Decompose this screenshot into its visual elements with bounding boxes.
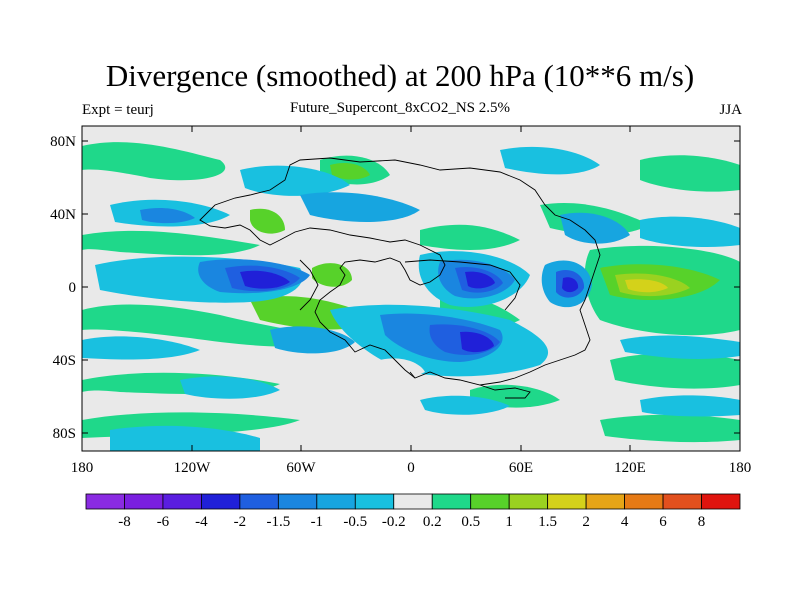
- colorbar-label: 2: [582, 514, 590, 530]
- colorbar-label: 1: [505, 514, 513, 530]
- experiment-label: Expt = teurj: [82, 102, 154, 118]
- colorbar-label: -1.5: [266, 514, 290, 530]
- colorbar-label: 8: [698, 514, 706, 530]
- y-axis: 80N 40N 0 40S 80S: [50, 134, 740, 442]
- y-tick-label: 80N: [50, 134, 76, 150]
- y-tick-label: 0: [69, 280, 77, 296]
- colorbar-swatch: [393, 493, 433, 510]
- colorbar-swatch: [585, 493, 625, 510]
- season-label: JJA: [719, 102, 742, 118]
- colorbar-label: 6: [659, 514, 667, 530]
- colorbar-swatch: [470, 493, 510, 510]
- map-title: Divergence (smoothed) at 200 hPa (10**6 …: [105, 58, 695, 93]
- y-tick-label: 80S: [53, 426, 76, 442]
- colorbar-label: 0.2: [423, 514, 442, 530]
- y-tick-label: 40S: [53, 353, 76, 369]
- colorbar-swatch: [277, 493, 318, 510]
- colorbar-label: -2: [234, 514, 247, 530]
- colorbar-swatch: [431, 493, 472, 510]
- colorbar-swatch: [124, 493, 164, 510]
- colorbar-swatch: [162, 493, 202, 510]
- colorbar-swatch: [85, 493, 125, 510]
- coastlines: [199, 157, 601, 399]
- colorbar-swatch: [624, 493, 664, 510]
- colorbar-label: 4: [621, 514, 629, 530]
- colorbar-swatch: [508, 493, 549, 510]
- colorbar-label: -4: [195, 514, 208, 530]
- colorbar-swatch: [547, 493, 587, 510]
- colorbar-label: -0.2: [382, 514, 406, 530]
- run-label: Future_Supercont_8xCO2_NS 2.5%: [290, 100, 510, 116]
- x-tick-label: 60W: [286, 460, 316, 476]
- x-tick-label: 120E: [614, 460, 646, 476]
- colorbar-label: -1: [311, 514, 324, 530]
- colorbar-label: -8: [118, 514, 131, 530]
- colorbar-swatch: [201, 493, 241, 510]
- x-tick-label: 180: [71, 460, 94, 476]
- colorbar-swatch: [662, 493, 702, 510]
- contour-fields: [82, 142, 740, 451]
- colorbar-label: 1.5: [538, 514, 557, 530]
- x-axis: 180 120W 60W 0 60E 120E 180: [71, 126, 752, 476]
- colorbar-swatch: [701, 493, 741, 510]
- colorbar-label: -0.5: [343, 514, 367, 530]
- x-tick-label: 0: [407, 460, 415, 476]
- colorbar-swatch: [354, 493, 395, 510]
- colorbar-swatch: [239, 493, 279, 510]
- x-tick-label: 120W: [174, 460, 212, 476]
- colorbar: -8 -6 -4 -2 -1.5 -1 -0.5 -0.2 0.2 0.5 1 1.5 2 4 6 8: [85, 493, 741, 530]
- colorbar-label: -6: [157, 514, 170, 530]
- colorbar-swatch: [316, 493, 356, 510]
- colorbar-label: 0.5: [461, 514, 480, 530]
- y-tick-label: 40N: [50, 207, 76, 223]
- x-tick-label: 60E: [509, 460, 533, 476]
- x-tick-label: 180: [729, 460, 752, 476]
